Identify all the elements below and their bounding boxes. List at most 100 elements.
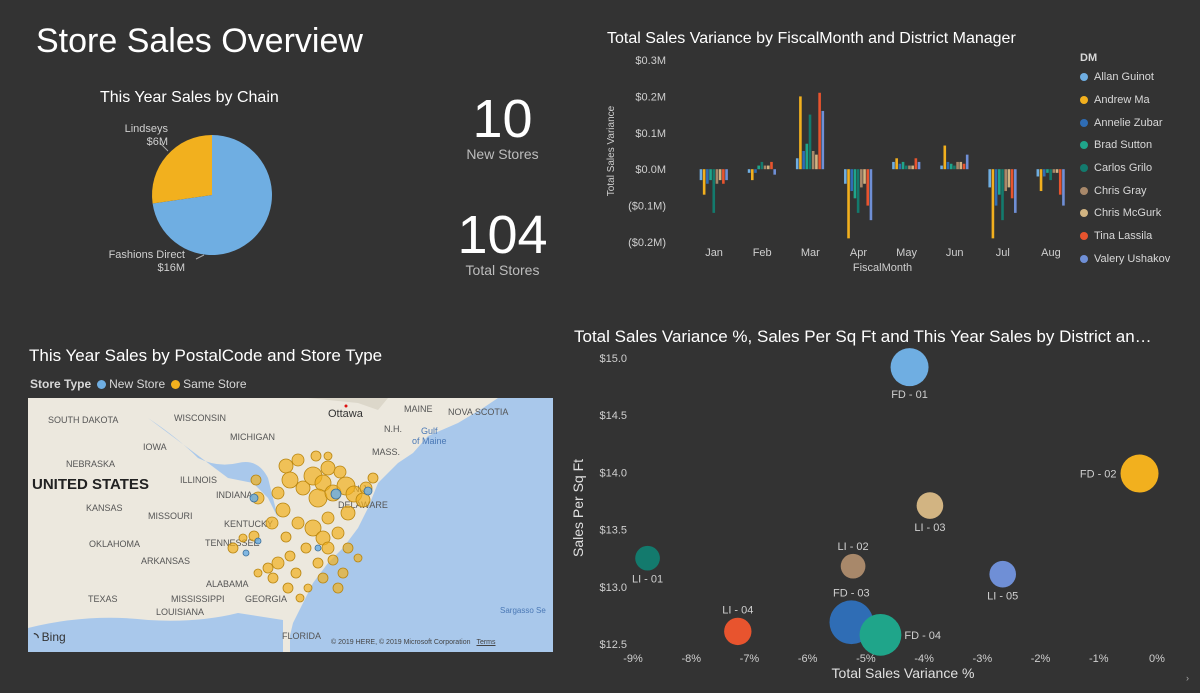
map-legend-same-store[interactable]: Same Store [171, 377, 247, 391]
scatter-label-li-05: LI - 05 [987, 591, 1018, 603]
map[interactable]: SOUTH DAKOTA WISCONSIN Ottawa MAINE NOVA… [28, 398, 553, 652]
map-bubble-same-store [340, 505, 356, 521]
map-bubble-same-store [317, 572, 329, 584]
bar-may-6 [911, 165, 914, 170]
map-bubble-same-store [275, 502, 291, 518]
map-bubble-new-store [314, 544, 322, 552]
page-scroll-chevron-icon[interactable]: › [1186, 673, 1189, 683]
map-bubble-same-store [337, 567, 349, 579]
scatter-chart-title: Total Sales Variance %, Sales Per Sq Ft … [574, 327, 1152, 346]
legend-item[interactable]: Annelie Zubar [1080, 111, 1195, 134]
map-bubble-same-store [253, 568, 263, 578]
bar-y-tick-2: $0.1M [635, 128, 666, 140]
kpi-total-stores-label: Total Stores [465, 262, 540, 278]
map-bubble-same-store [310, 450, 322, 462]
map-label-arkansas: ARKANSAS [141, 556, 191, 566]
map-label-florida: FLORIDA [282, 631, 322, 641]
map-label-kentucky: KENTUCKY [224, 519, 274, 529]
legend-item[interactable]: Chris McGurk [1080, 202, 1195, 225]
bar-apr-8 [869, 169, 873, 221]
legend-items: Allan Guinot Andrew Ma Annelie Zubar Brad S… [1080, 66, 1195, 270]
map-label-maine: MAINE [404, 404, 433, 414]
map-bubble-same-store [238, 533, 248, 543]
bar-aug-0 [1036, 169, 1040, 177]
legend-label: Chris Gray [1094, 184, 1147, 197]
kpi-new-stores[interactable]: 10 New Stores [440, 92, 565, 162]
legend-dot [1080, 96, 1088, 105]
scatter-point-fd-01 [890, 348, 929, 387]
scatter-y-tick-0: $15.0 [599, 353, 627, 365]
bar-jun-4 [953, 165, 956, 170]
bar-jul-8 [1014, 169, 1017, 213]
bar-feb-7 [770, 161, 773, 170]
kpi-new-stores-label: New Stores [466, 146, 539, 162]
map-bubble-same-store [291, 453, 305, 467]
legend-dot [1080, 73, 1088, 82]
scatter-y-tick-5: $12.5 [599, 639, 627, 651]
pie-slice-fashions-direct [152, 135, 272, 255]
map-bubble-same-store [308, 488, 328, 508]
map-legend-new-store[interactable]: New Store [97, 377, 165, 391]
bar-aug-5 [1052, 169, 1056, 173]
scatter-point-fd-02 [1120, 454, 1159, 493]
scatter-point-li-02 [840, 553, 866, 579]
scatter-x-tick-6: -3% [973, 653, 993, 665]
legend-item[interactable]: Allan Guinot [1080, 66, 1195, 89]
map-legend-new-store-label: New Store [109, 377, 166, 391]
map-bubble-new-store [330, 488, 342, 500]
bar-jan-4 [712, 169, 716, 213]
pie-label-fashions-direct: Fashions Direct [109, 249, 185, 261]
legend-item[interactable]: Chris Gray [1080, 179, 1195, 202]
map-label-ottawa: Ottawa [328, 408, 363, 420]
scatter-point-fd-04 [859, 613, 902, 656]
bar-jan-2 [706, 169, 709, 184]
bar-jan-6 [718, 169, 722, 181]
bar-apr-3 [853, 169, 857, 199]
map-bubble-same-store [327, 554, 339, 566]
map-bubble-same-store [278, 458, 294, 474]
map-label-indiana: INDIANA [216, 490, 253, 500]
bar-may-0 [892, 161, 895, 170]
legend-item[interactable]: Andrew Ma [1080, 89, 1195, 112]
scatter-x-tick-5: -4% [914, 653, 934, 665]
ottawa-marker [344, 404, 348, 408]
map-bubble-same-store [332, 582, 344, 594]
scatter-label-fd-03: FD - 03 [833, 587, 870, 599]
bar-may-8 [917, 161, 921, 170]
legend-item[interactable]: Carlos Grilo [1080, 157, 1195, 180]
map-title: This Year Sales by PostalCode and Store … [29, 346, 383, 365]
scatter-label-fd-04: FD - 04 [904, 630, 941, 642]
legend-item[interactable]: Tina Lassila [1080, 225, 1195, 248]
pie-leader-fashions-direct [195, 254, 205, 260]
map-label-texas: TEXAS [88, 594, 118, 604]
bar-mar-5 [811, 151, 815, 170]
bar-may-2 [898, 163, 902, 170]
bar-jul-0 [988, 169, 992, 188]
legend-label: Annelie Zubar [1094, 116, 1163, 129]
map-bubble-same-store [280, 531, 292, 543]
bar-x-tick-mar: Mar [801, 247, 820, 259]
kpi-total-stores[interactable]: 104 Total Stores [430, 208, 575, 278]
bar-mar-8 [821, 110, 825, 170]
bar-chart[interactable]: $0.3M $0.2M $0.1M $0.0M ($0.1M) ($0.2M) Total … [600, 50, 1080, 280]
bar-mar-6 [815, 154, 818, 170]
scatter-chart[interactable]: $15.0 $14.5 $14.0 $13.5 $13.0 $12.5 -9% -8% -7% -… [565, 348, 1195, 688]
bar-feb-3 [757, 165, 760, 170]
legend-dot [1080, 141, 1088, 150]
map-terms-link[interactable]: Terms [476, 639, 496, 646]
bar-apr-4 [856, 169, 860, 213]
bar-y-axis-label: Total Sales Variance [606, 105, 617, 196]
bar-jan-3 [709, 169, 712, 181]
bar-jul-6 [1007, 169, 1011, 188]
map-bubble-same-store [291, 516, 305, 530]
legend-item[interactable]: Brad Sutton [1080, 134, 1195, 157]
bar-apr-2 [850, 169, 854, 192]
map-bubble-new-store [254, 537, 262, 545]
map-attribution: © 2019 HERE, © 2019 Microsoft Corporatio… [331, 639, 496, 646]
legend-item[interactable]: Valery Ushakov [1080, 248, 1195, 271]
map-bubble-same-store [331, 526, 345, 540]
pie-chart[interactable]: Lindseys $6M Fashions Direct $16M [90, 112, 320, 282]
bar-aug-8 [1062, 169, 1065, 206]
legend-title: DM [1080, 52, 1098, 64]
map-bubbles [227, 404, 379, 603]
